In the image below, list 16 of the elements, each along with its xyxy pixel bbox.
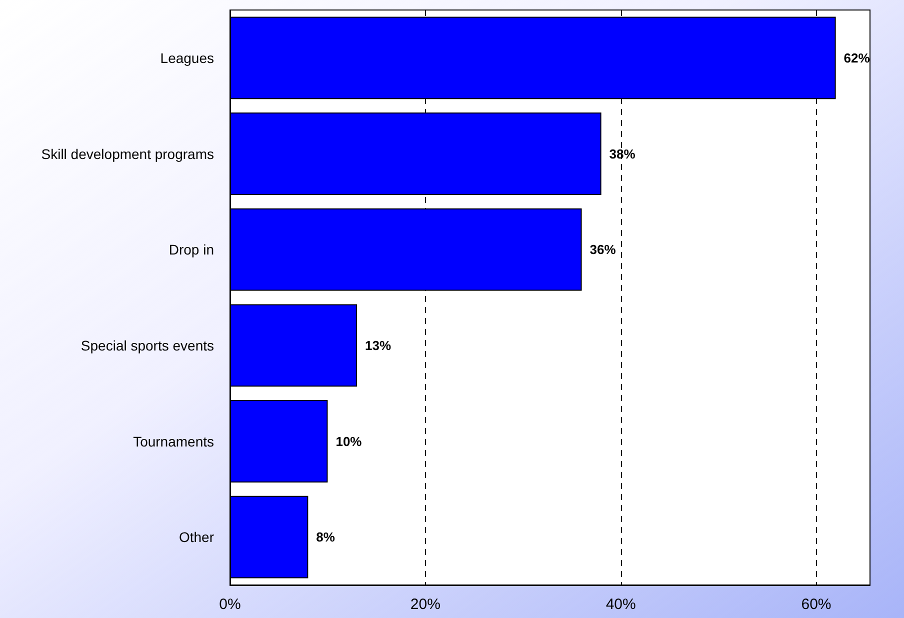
data-label: 8% [316,530,336,545]
y-tick-label: Other [178,529,214,546]
x-tick-label: 20% [410,596,440,613]
x-tick-label: 40% [606,596,636,613]
data-label: 36% [590,242,616,258]
y-tick-label: Skill development programs [41,146,214,162]
y-tick-label: Leagues [160,50,214,66]
data-label: 13% [365,338,392,353]
x-tick-label: 0% [219,596,241,613]
data-label: 38% [609,146,636,162]
y-tick-label: Special sports events [80,337,214,354]
x-tick-label: 60% [801,596,832,613]
data-label: 10% [336,434,362,449]
y-tick-label: Drop in [168,242,214,258]
y-tick-label: Tournaments [133,433,214,450]
data-label: 62% [844,50,870,66]
